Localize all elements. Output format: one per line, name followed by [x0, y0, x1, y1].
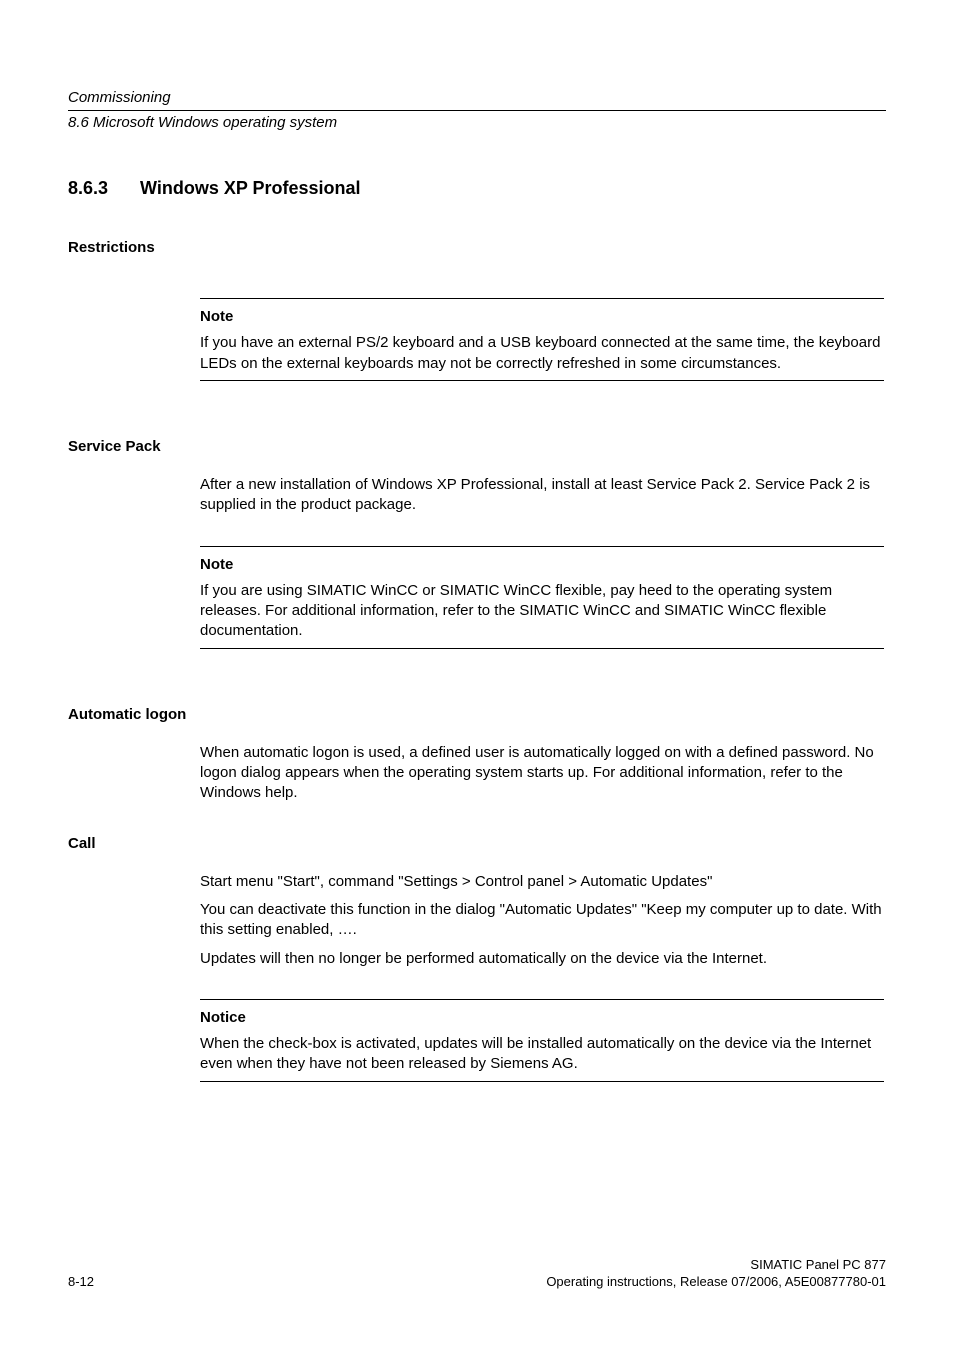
footer-page-number: 8-12	[68, 1273, 94, 1291]
heading-call: Call	[68, 834, 886, 854]
footer-doc-line: Operating instructions, Release 07/2006,…	[546, 1273, 886, 1291]
call-p3: Updates will then no longer be performed…	[200, 949, 884, 969]
service-pack-note-box: Note If you are using SIMATIC WinCC or S…	[200, 546, 884, 642]
section-title-row: 8.6.3 Windows XP Professional	[68, 176, 886, 200]
heading-automatic-logon: Automatic logon	[68, 705, 886, 725]
call-notice-box: Notice When the check-box is activated, …	[200, 999, 884, 1075]
section-number: 8.6.3	[68, 176, 140, 200]
restrictions-note-box: Note If you have an external PS/2 keyboa…	[200, 298, 884, 374]
note-text: If you have an external PS/2 keyboard an…	[200, 333, 884, 374]
footer-product: SIMATIC Panel PC 877	[546, 1256, 886, 1274]
call-p2: You can deactivate this function in the …	[200, 900, 884, 941]
notice-text: When the check-box is activated, updates…	[200, 1034, 884, 1075]
call-content: Start menu "Start", command "Settings > …	[200, 872, 884, 1082]
document-page: Commissioning 8.6 Microsoft Windows oper…	[0, 0, 954, 1082]
auto-logon-content: When automatic logon is used, a defined …	[200, 743, 884, 804]
header-section: 8.6 Microsoft Windows operating system	[68, 113, 886, 133]
header-chapter: Commissioning	[68, 88, 886, 110]
heading-restrictions: Restrictions	[68, 238, 886, 258]
service-pack-content: After a new installation of Windows XP P…	[200, 475, 884, 649]
heading-service-pack: Service Pack	[68, 437, 886, 457]
footer-right: SIMATIC Panel PC 877 Operating instructi…	[546, 1256, 886, 1291]
note-label: Note	[200, 307, 884, 327]
notice-label: Notice	[200, 1008, 884, 1028]
service-pack-body: After a new installation of Windows XP P…	[200, 475, 884, 516]
restrictions-content: Note If you have an external PS/2 keyboa…	[200, 298, 884, 381]
note-text: If you are using SIMATIC WinCC or SIMATI…	[200, 581, 884, 642]
section-title: Windows XP Professional	[140, 176, 361, 200]
auto-logon-body: When automatic logon is used, a defined …	[200, 743, 884, 804]
page-footer: 8-12 SIMATIC Panel PC 877 Operating inst…	[68, 1256, 886, 1291]
call-p1: Start menu "Start", command "Settings > …	[200, 872, 884, 892]
note-label: Note	[200, 555, 884, 575]
notice-divider	[200, 1081, 884, 1082]
header-divider	[68, 110, 886, 111]
